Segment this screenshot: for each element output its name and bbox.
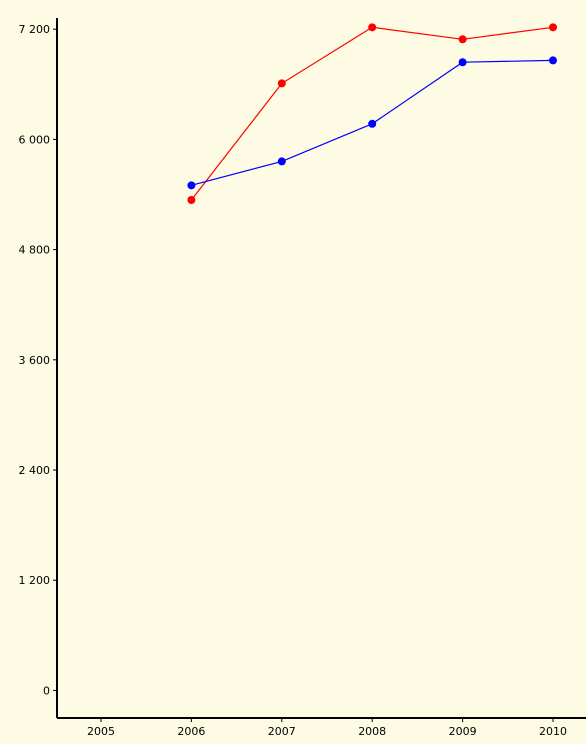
y-tick-label: 1 200 — [19, 574, 51, 587]
y-tick-label: 0 — [43, 684, 50, 697]
series-layer — [187, 23, 557, 205]
series-1-point — [277, 157, 286, 166]
y-tick-label: 3 600 — [19, 354, 51, 367]
x-tick-label: 2006 — [177, 725, 205, 738]
series-1-point — [368, 119, 377, 128]
y-tick-label: 7 200 — [19, 23, 51, 36]
y-axis-ticks: 0 1 200 2 400 3 600 4 800 6 000 7 200 — [19, 23, 57, 697]
x-tick-label: 2010 — [539, 725, 567, 738]
series-1-point — [187, 181, 196, 190]
y-tick-label: 4 800 — [19, 244, 51, 257]
series-0-point — [458, 35, 467, 44]
series-1-point — [549, 56, 557, 65]
x-tick-label: 2007 — [268, 725, 296, 738]
series-0-point — [187, 196, 196, 205]
x-tick-label: 2005 — [87, 725, 115, 738]
x-tick-label: 2008 — [358, 725, 386, 738]
y-tick-label: 6 000 — [19, 133, 51, 146]
series-0-point — [277, 79, 286, 88]
y-tick-label: 2 400 — [19, 464, 51, 477]
series-0-point — [549, 23, 557, 32]
series-1-point — [458, 58, 467, 67]
series-0-point — [368, 23, 377, 32]
x-tick-label: 2009 — [449, 725, 477, 738]
